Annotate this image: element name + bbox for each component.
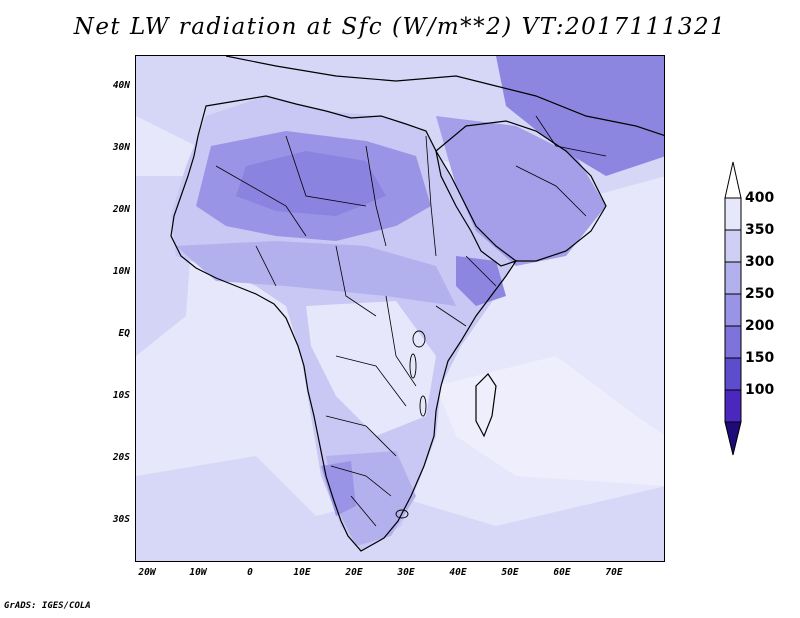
colorbar-label-300: 300	[745, 254, 775, 270]
map-panel	[135, 55, 665, 562]
colorbar-bin-100	[724, 389, 742, 423]
lon-label-20w: 20W	[138, 567, 156, 578]
ocean-shading-indian	[436, 356, 664, 486]
lat-label-10n: 10N	[112, 266, 130, 277]
country-borders	[215, 115, 607, 527]
lat-label-40n: 40N	[112, 80, 130, 91]
radiation-field	[136, 56, 664, 561]
asia-shading	[496, 56, 664, 176]
colorbar-bin-300	[724, 261, 742, 295]
lon-label-70e: 70E	[605, 567, 623, 578]
lakes	[395, 330, 427, 519]
colorbar-label-400: 400	[745, 190, 775, 206]
lat-label-20n: 20N	[112, 204, 130, 215]
lon-label-10w: 10W	[189, 567, 207, 578]
lon-label-60e: 60E	[553, 567, 571, 578]
colorbar-bin-250	[724, 293, 742, 327]
coastlines	[170, 56, 664, 552]
colorbar-label-250: 250	[745, 286, 775, 302]
map-title: Net LW radiation at Sfc (W/m**2) VT:2017…	[73, 14, 727, 40]
lon-label-0: 0	[247, 567, 253, 578]
namibia-shading	[321, 461, 356, 516]
colorbar-label-350: 350	[745, 222, 775, 238]
grads-credit: GrADS: IGES/COLA	[4, 601, 91, 611]
colorbar-bin-200	[724, 325, 742, 359]
colorbar-bin-350	[724, 229, 742, 263]
lon-label-50e: 50E	[501, 567, 519, 578]
colorbar-bottom-arrow	[724, 421, 742, 456]
colorbar-bin-150	[724, 357, 742, 391]
lon-label-40e: 40E	[449, 567, 467, 578]
colorbar	[724, 161, 742, 456]
colorbar-label-150: 150	[745, 350, 775, 366]
lat-label-eq: EQ	[118, 328, 130, 339]
colorbar-bin-400	[724, 197, 742, 231]
lat-label-30n: 30N	[112, 142, 130, 153]
lat-label-20s: 20S	[112, 452, 130, 463]
lat-label-30s: 30S	[112, 514, 130, 525]
lon-label-30e: 30E	[397, 567, 415, 578]
sahel-shading	[176, 241, 456, 306]
colorbar-label-100: 100	[745, 382, 775, 398]
colorbar-label-200: 200	[745, 318, 775, 334]
sahara-core	[236, 151, 386, 216]
lon-label-10e: 10E	[293, 567, 311, 578]
lat-label-10s: 10S	[112, 390, 130, 401]
lon-label-20e: 20E	[345, 567, 363, 578]
colorbar-top-arrow	[724, 161, 742, 199]
